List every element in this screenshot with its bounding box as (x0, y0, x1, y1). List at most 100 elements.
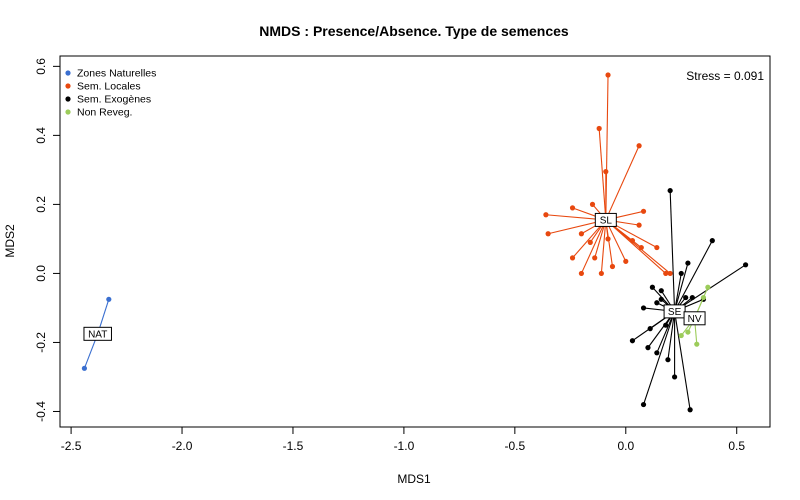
spider-line (605, 219, 671, 274)
data-point (645, 345, 651, 351)
data-point (658, 288, 664, 294)
centroid-label-se: SE (663, 304, 686, 319)
legend-label: Zones Naturelles (77, 68, 156, 80)
chart-title: NMDS : Presence/Absence. Type de semence… (259, 23, 569, 39)
spider-line (674, 240, 713, 312)
data-point (705, 284, 711, 290)
y-tick-label: 0.6 (34, 58, 48, 75)
data-point (678, 332, 684, 339)
data-point (629, 238, 636, 244)
data-point (667, 270, 673, 277)
x-tick-label: -2.0 (172, 439, 193, 453)
x-tick-label: -0.5 (505, 439, 526, 453)
data-point (543, 212, 549, 218)
centroid-text: SE (668, 307, 682, 318)
data-point (654, 350, 660, 356)
data-point (640, 401, 647, 408)
legend-marker (65, 109, 71, 115)
data-point (640, 305, 647, 311)
data-point (106, 296, 112, 302)
data-point (603, 169, 609, 175)
y-tick-label: -0.2 (34, 332, 48, 353)
data-point (629, 338, 636, 344)
data-point (647, 326, 653, 332)
spider-line (605, 145, 640, 221)
data-point (569, 255, 576, 261)
centroid-box (683, 311, 706, 326)
data-point (636, 222, 642, 228)
data-point (649, 284, 656, 290)
data-point (654, 300, 660, 306)
legend-label: Sem. Locales (77, 81, 141, 93)
spider-line (643, 311, 676, 405)
spider-line (600, 219, 607, 274)
plot-area: NAT SL SE NV (81, 72, 749, 413)
data-point (638, 244, 644, 251)
data-point (592, 255, 598, 261)
legend-marker (65, 96, 71, 102)
legend-label: Sem. Exogènes (77, 94, 151, 106)
centroid-text: NV (688, 314, 702, 325)
data-point (700, 294, 707, 301)
legend-marker (65, 83, 71, 89)
data-point (640, 208, 647, 214)
data-point (685, 260, 691, 266)
centroid-box (83, 326, 112, 341)
spider-line (580, 219, 607, 274)
legend-item: Non Reveg. (65, 107, 132, 119)
centroid-box (594, 212, 617, 227)
data-point (689, 294, 695, 301)
x-tick-label: -1.0 (394, 439, 415, 453)
x-tick-label: 0.0 (617, 439, 634, 453)
data-point (605, 236, 611, 242)
data-point (685, 329, 691, 335)
data-point (654, 244, 660, 251)
y-tick-label: -0.4 (34, 401, 48, 422)
data-point (678, 270, 684, 277)
data-point (81, 365, 88, 371)
data-point (683, 294, 689, 301)
data-point (596, 125, 602, 132)
data-point (605, 72, 611, 78)
spider-line (674, 262, 689, 312)
data-point (667, 187, 673, 194)
series-sem-exog-nes (629, 187, 749, 413)
x-tick-label: 0.5 (728, 439, 745, 453)
legend-label: Non Reveg. (77, 107, 132, 119)
plot-frame (59, 55, 771, 428)
y-tick-label: 0.2 (34, 196, 48, 213)
data-point (569, 205, 576, 211)
data-point (545, 231, 551, 237)
data-point (663, 322, 669, 328)
data-point (671, 374, 678, 380)
data-point (636, 143, 642, 149)
data-point (709, 238, 715, 244)
spider-line (669, 190, 676, 312)
data-point (694, 341, 700, 347)
data-point (658, 296, 664, 302)
y-tick-label: 0.4 (34, 127, 48, 144)
data-point (587, 239, 593, 245)
data-point (609, 263, 616, 270)
data-point (623, 258, 629, 264)
stress-annotation: Stress = 0.091 (686, 69, 764, 83)
x-axis: -2.5 -2.0 -1.5 -1.0 -0.5 0.0 0.5 (61, 426, 745, 453)
spider-line (605, 219, 614, 267)
data-point (663, 270, 669, 277)
centroid-text: SL (600, 216, 613, 227)
legend-marker (65, 70, 71, 76)
series-sem-locales (543, 72, 673, 277)
legend-item: Sem. Exogènes (65, 94, 151, 106)
data-point (589, 201, 596, 207)
centroid-label-sl: SL (594, 212, 617, 227)
data-point (578, 231, 585, 237)
legend-item: Sem. Locales (65, 81, 141, 93)
spider-line (674, 311, 691, 410)
data-point (687, 407, 693, 413)
centroid-label-nat: NAT (83, 326, 112, 341)
x-axis-label: MDS1 (397, 472, 431, 486)
legend-item: Zones Naturelles (65, 68, 156, 80)
centroid-text: NAT (88, 329, 107, 340)
